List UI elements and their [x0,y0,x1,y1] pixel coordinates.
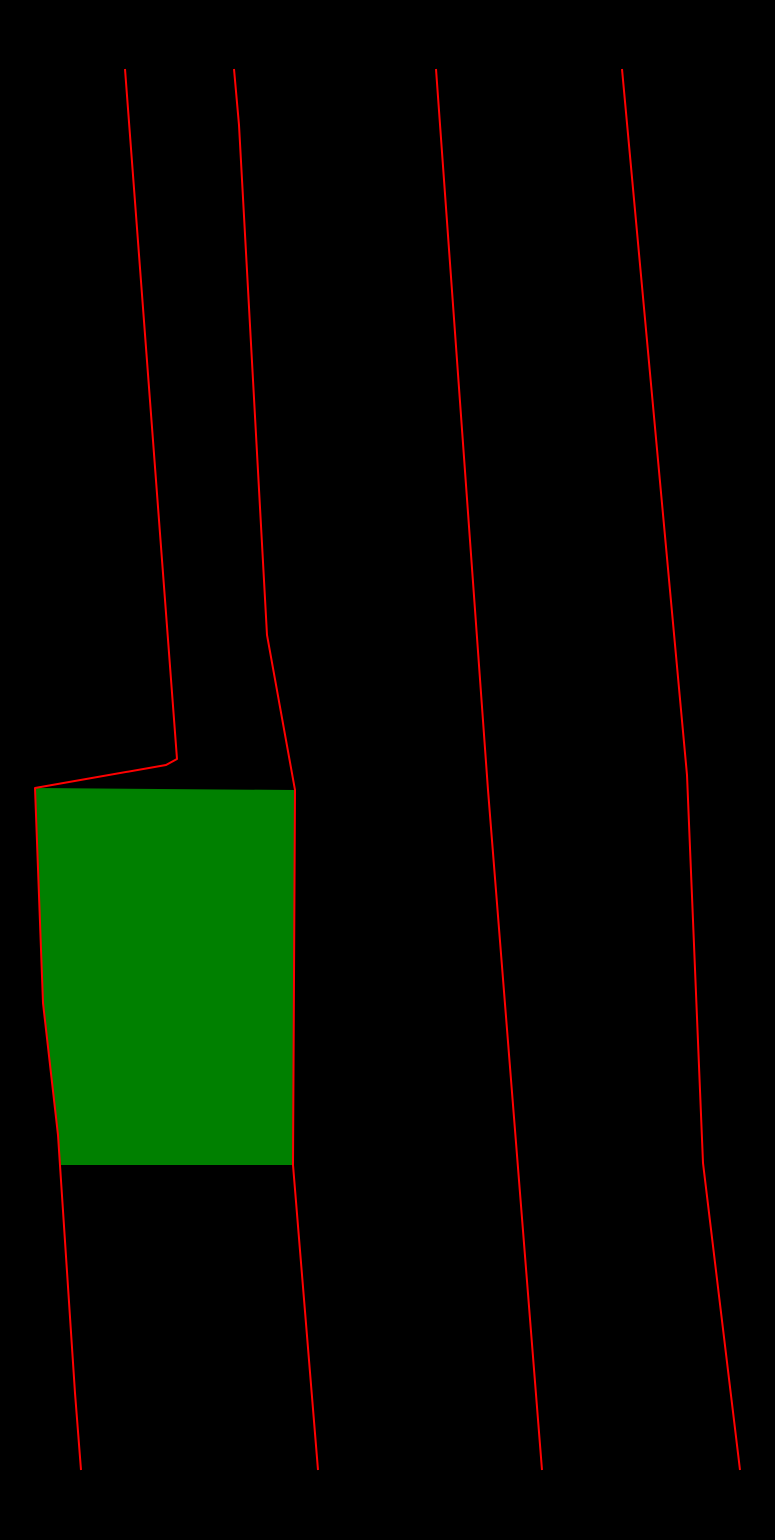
lane-line-2 [233,68,319,1471]
lane-line-4 [621,68,741,1471]
lane-line-1 [34,68,178,1471]
highlighted-region [35,788,295,1165]
lane-line-3 [435,68,543,1471]
